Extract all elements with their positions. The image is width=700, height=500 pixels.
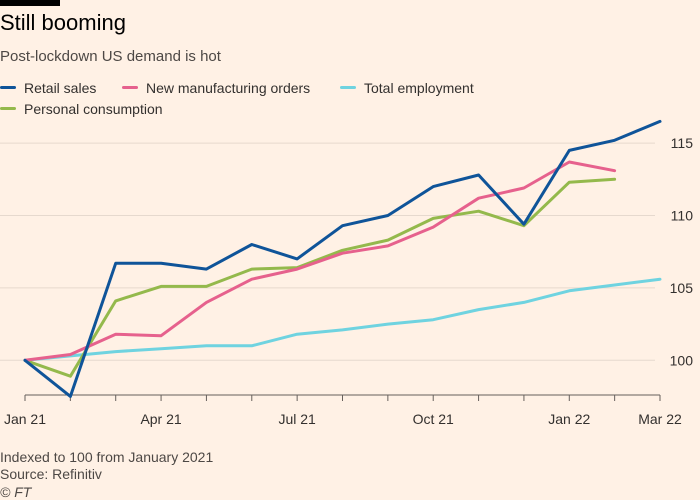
y-tick-label: 105 bbox=[670, 280, 694, 296]
y-tick-label: 115 bbox=[671, 135, 694, 151]
series-line-total-employment bbox=[23, 277, 662, 362]
y-tick-label: 100 bbox=[670, 352, 694, 368]
x-tick-label: Oct 21 bbox=[413, 411, 454, 427]
chart-subtitle: Post-lockdown US demand is hot bbox=[0, 48, 221, 65]
legend-item-new-manufacturing-orders: New manufacturing orders bbox=[122, 80, 310, 96]
x-axis: Jan 21 Apr 21 Jul 21 Oct 21 Jan 22 Mar 22 bbox=[4, 394, 682, 427]
credit: © FT bbox=[0, 484, 32, 500]
x-tick-label: Jan 21 bbox=[4, 411, 46, 427]
legend-label-retail-sales: Retail sales bbox=[24, 80, 97, 96]
legend-item-total-employment: Total employment bbox=[340, 80, 474, 96]
x-tick-label: Jan 22 bbox=[548, 411, 590, 427]
chart-title: Still booming bbox=[0, 10, 126, 35]
legend-swatch-retail-sales bbox=[0, 85, 16, 89]
y-tick-label: 110 bbox=[671, 208, 694, 224]
footnote: Indexed to 100 from January 2021 bbox=[0, 449, 214, 465]
legend-swatch-personal-consumption bbox=[0, 106, 16, 110]
series-lines bbox=[23, 119, 662, 398]
legend-label-new-manufacturing-orders: New manufacturing orders bbox=[146, 80, 311, 96]
x-tick-label: Apr 21 bbox=[140, 411, 181, 427]
legend-item-retail-sales: Retail sales bbox=[0, 80, 96, 96]
x-tick-label: Jul 21 bbox=[278, 411, 316, 427]
legend-label-total-employment: Total employment bbox=[364, 80, 474, 96]
legend-swatch-total-employment bbox=[340, 85, 356, 89]
y-axis-tick-labels: 100 105 110 115 bbox=[670, 135, 694, 368]
source-note: Source: Refinitiv bbox=[0, 466, 102, 482]
legend-swatch-new-manufacturing-orders bbox=[122, 85, 138, 89]
series-line-retail-sales bbox=[23, 119, 662, 398]
legend-label-personal-consumption: Personal consumption bbox=[24, 101, 163, 117]
brand-bar bbox=[0, 0, 60, 6]
series-line-new-manufacturing-orders bbox=[23, 160, 617, 362]
series-line-personal-consumption bbox=[23, 177, 617, 378]
x-tick-label: Mar 22 bbox=[638, 411, 682, 427]
gridlines bbox=[0, 142, 655, 361]
legend-item-personal-consumption: Personal consumption bbox=[0, 101, 163, 117]
